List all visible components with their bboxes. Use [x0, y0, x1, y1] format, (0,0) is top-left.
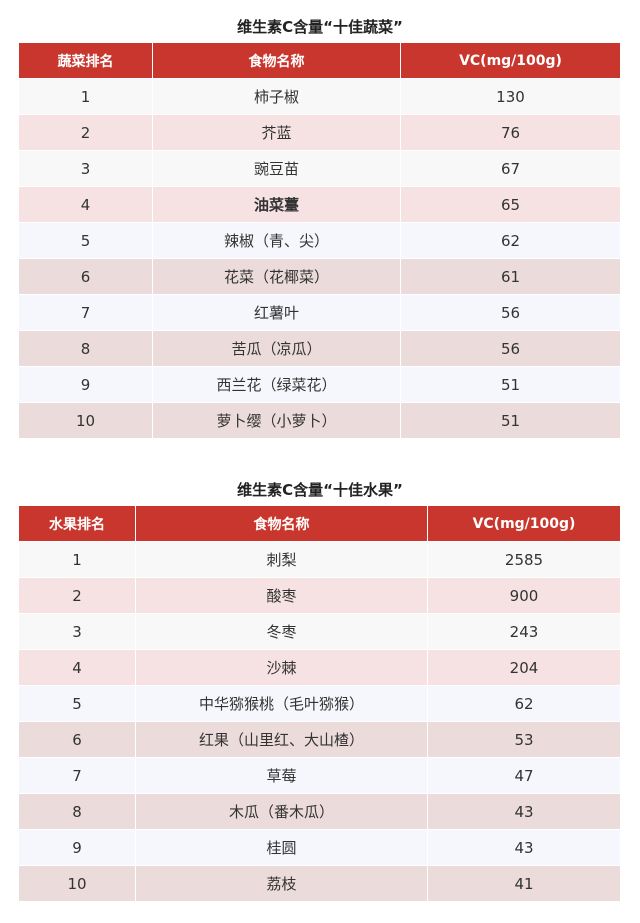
header-row: 蔬菜排名 食物名称 VC(mg/100g)	[18, 42, 621, 79]
table-cell: 7	[18, 294, 153, 331]
table-row: 2 酸枣 900	[18, 577, 621, 614]
table-cell: 51	[400, 366, 621, 403]
table-cell: 62	[400, 222, 621, 259]
table-cell: 76	[400, 114, 621, 151]
header-cell: VC(mg/100g)	[427, 505, 621, 542]
table-cell: 中华猕猴桃（毛叶猕猴）	[135, 685, 428, 722]
table-row: 5 辣椒（青、尖） 62	[18, 222, 621, 259]
header-row: 水果排名 食物名称 VC(mg/100g)	[18, 505, 621, 542]
table-cell: 47	[427, 757, 621, 794]
table-cell: 红薯叶	[152, 294, 401, 331]
table-cell: 204	[427, 649, 621, 686]
table-cell: 冬枣	[135, 613, 428, 650]
table-row: 10 荔枝 41	[18, 865, 621, 902]
table-cell: 柿子椒	[152, 78, 401, 115]
table-cell: 2	[18, 577, 136, 614]
table-cell: 荔枝	[135, 865, 428, 902]
table-cell: 沙棘	[135, 649, 428, 686]
table-cell: 芥蓝	[152, 114, 401, 151]
table-title: 维生素C含量“十佳蔬菜”	[237, 18, 403, 36]
table-row: 9 西兰花（绿菜花） 51	[18, 366, 621, 403]
table: 蔬菜排名 食物名称 VC(mg/100g) 1 柿子椒 130 2 芥蓝 76 3 豌豆苗 67 4 油菜…	[18, 42, 621, 439]
table-cell: 5	[18, 222, 153, 259]
table-cell: 4	[18, 186, 153, 223]
table-cell: 3	[18, 613, 136, 650]
table-cell: 6	[18, 721, 136, 758]
table-row: 5 中华猕猴桃（毛叶猕猴） 62	[18, 685, 621, 722]
table-cell: 刺梨	[135, 541, 428, 578]
table-cell: 红果（山里红、大山楂）	[135, 721, 428, 758]
table-row: 4 沙棘 204	[18, 649, 621, 686]
table-cell: 桂圆	[135, 829, 428, 866]
table-cell: 10	[18, 402, 153, 439]
table-cell: 130	[400, 78, 621, 115]
table-cell: 3	[18, 150, 153, 187]
table-cell: 51	[400, 402, 621, 439]
table-cell: 65	[400, 186, 621, 223]
table-row: 6 花菜（花椰菜） 61	[18, 258, 621, 295]
table: 水果排名 食物名称 VC(mg/100g) 1 刺梨 2585 2 酸枣 900 3 冬枣 243 4 沙…	[18, 505, 621, 902]
table-cell: 萝卜缨（小萝卜）	[152, 402, 401, 439]
table-cell: 7	[18, 757, 136, 794]
table-row: 8 苦瓜（凉瓜） 56	[18, 330, 621, 367]
table-row: 10 萝卜缨（小萝卜） 51	[18, 402, 621, 439]
header-cell: 水果排名	[18, 505, 136, 542]
table-cell: 酸枣	[135, 577, 428, 614]
table-cell: 6	[18, 258, 153, 295]
table-cell: 243	[427, 613, 621, 650]
table-row: 6 红果（山里红、大山楂） 53	[18, 721, 621, 758]
table-title: 维生素C含量“十佳水果”	[237, 481, 403, 499]
table-cell: 2585	[427, 541, 621, 578]
table-cell: 豌豆苗	[152, 150, 401, 187]
table-cell: 5	[18, 685, 136, 722]
table-cell: 花菜（花椰菜）	[152, 258, 401, 295]
table-cell: 41	[427, 865, 621, 902]
table-cell: 4	[18, 649, 136, 686]
table-cell: 9	[18, 366, 153, 403]
table-cell: 43	[427, 793, 621, 830]
header-cell: 食物名称	[152, 42, 401, 79]
table-cell: 56	[400, 330, 621, 367]
table-cell: 9	[18, 829, 136, 866]
table-cell: 辣椒（青、尖）	[152, 222, 401, 259]
table-cell: 8	[18, 330, 153, 367]
table-row: 9 桂圆 43	[18, 829, 621, 866]
header-cell: VC(mg/100g)	[400, 42, 621, 79]
table-cell: 油菜薹	[152, 186, 401, 223]
table-cell: 53	[427, 721, 621, 758]
table-cell: 草莓	[135, 757, 428, 794]
table-row: 8 木瓜（番木瓜） 43	[18, 793, 621, 830]
table-row: 1 柿子椒 130	[18, 78, 621, 115]
table-cell: 木瓜（番木瓜）	[135, 793, 428, 830]
table-cell: 2	[18, 114, 153, 151]
table-cell: 56	[400, 294, 621, 331]
table-row: 2 芥蓝 76	[18, 114, 621, 151]
table-cell: 8	[18, 793, 136, 830]
table-cell: 1	[18, 78, 153, 115]
table-cell: 61	[400, 258, 621, 295]
table-cell: 10	[18, 865, 136, 902]
header-cell: 蔬菜排名	[18, 42, 153, 79]
table-row: 7 红薯叶 56	[18, 294, 621, 331]
table-cell: 1	[18, 541, 136, 578]
table-cell: 苦瓜（凉瓜）	[152, 330, 401, 367]
table-cell: 67	[400, 150, 621, 187]
table-cell: 900	[427, 577, 621, 614]
table-cell: 62	[427, 685, 621, 722]
table-row: 4 油菜薹 65	[18, 186, 621, 223]
table-cell: 43	[427, 829, 621, 866]
table-row: 3 冬枣 243	[18, 613, 621, 650]
header-cell: 食物名称	[135, 505, 428, 542]
table-row: 3 豌豆苗 67	[18, 150, 621, 187]
table-row: 7 草莓 47	[18, 757, 621, 794]
table-row: 1 刺梨 2585	[18, 541, 621, 578]
table-cell: 西兰花（绿菜花）	[152, 366, 401, 403]
